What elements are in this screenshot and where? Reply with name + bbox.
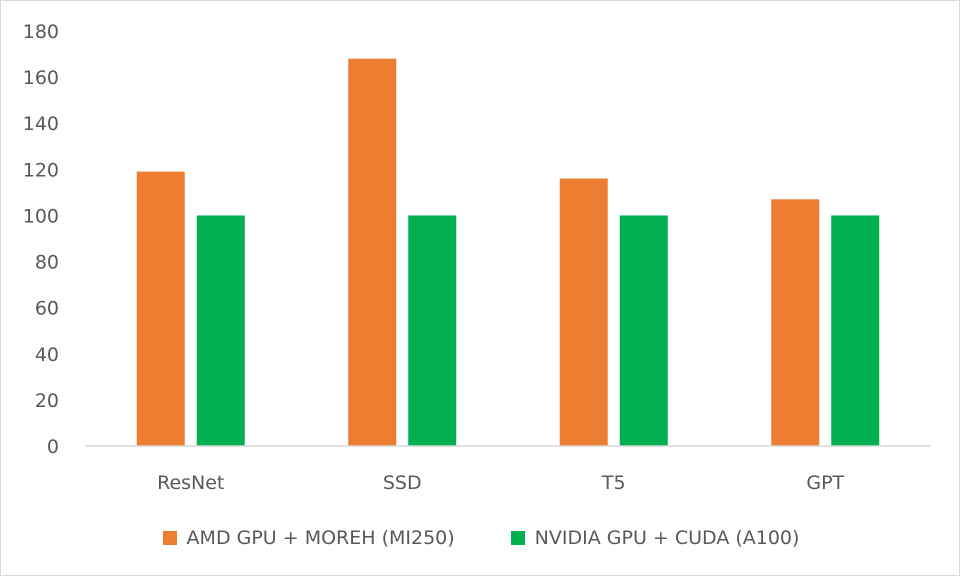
bar-gpt-series-0 [771,199,820,446]
bars [136,58,880,447]
bar-t5-series-0 [559,178,608,447]
legend-swatch-amd [162,531,177,545]
bar-resnet-series-1 [196,215,245,446]
y-tick-label: 180 [23,21,59,43]
legend-label-nvidia: NVIDIA GPU + CUDA (A100) [534,527,800,549]
y-tick-label: 20 [35,390,59,412]
y-tick-label: 60 [35,298,59,320]
legend-swatch-nvidia [510,531,525,545]
x-axis-labels: ResNet SSD T5 GPT [157,472,844,494]
y-tick-label: 80 [35,252,59,274]
bar-ssd-series-1 [408,215,457,446]
x-tick-label-gpt: GPT [806,472,844,494]
y-axis-ticks: 0 20 40 60 80 100 120 140 160 180 [23,21,59,458]
bar-ssd-series-0 [348,58,397,447]
x-tick-label-resnet: ResNet [157,472,224,494]
x-tick-label-ssd: SSD [383,472,422,494]
y-tick-label: 140 [23,113,59,135]
y-tick-label: 100 [23,205,59,227]
legend-item-amd: AMD GPU + MOREH (MI250) [162,527,455,549]
bar-t5-series-1 [619,215,668,446]
legend: AMD GPU + MOREH (MI250) NVIDIA GPU + CUD… [1,521,960,555]
legend-item-nvidia: NVIDIA GPU + CUDA (A100) [510,527,800,549]
bar-resnet-series-0 [136,171,185,446]
legend-label-amd: AMD GPU + MOREH (MI250) [186,527,455,549]
y-tick-label: 160 [23,67,59,89]
y-tick-label: 120 [23,159,59,181]
y-tick-label: 0 [47,436,59,458]
x-tick-label-t5: T5 [601,472,626,494]
y-tick-label: 40 [35,344,59,366]
bar-gpt-series-1 [831,215,880,446]
